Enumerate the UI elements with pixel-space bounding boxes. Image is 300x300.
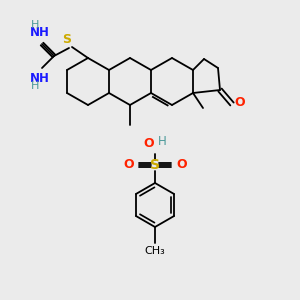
Text: O: O (234, 97, 244, 110)
Text: O: O (143, 137, 154, 150)
Text: H: H (31, 81, 39, 91)
Text: S: S (150, 158, 160, 172)
Text: S: S (62, 33, 71, 46)
Text: H: H (158, 135, 167, 148)
Text: CH₃: CH₃ (145, 246, 165, 256)
Text: NH: NH (30, 26, 50, 39)
Text: NH: NH (30, 72, 50, 85)
Text: O: O (123, 158, 134, 172)
Text: H: H (31, 20, 39, 30)
Text: O: O (176, 158, 187, 172)
